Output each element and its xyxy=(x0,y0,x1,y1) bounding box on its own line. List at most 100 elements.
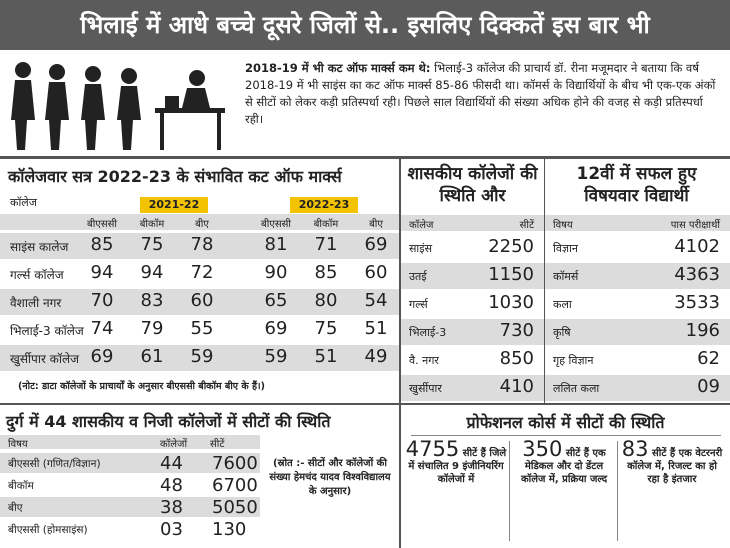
cell-value: 5050 xyxy=(212,497,258,518)
professional: प्रोफेशनल कोर्स में सीटों की स्थिति 4755 … xyxy=(401,405,730,548)
cell-value: 79 xyxy=(140,318,164,339)
column-header: विषय xyxy=(553,220,573,231)
row-bg xyxy=(401,319,544,345)
table-title: शासकीय कॉलेजों की स्थिति और xyxy=(407,164,538,206)
row-label: बीए xyxy=(8,502,23,514)
intro-lead: 2018-19 में भी कट ऑफ मार्क्स कम थे: xyxy=(245,61,431,75)
column-header: कॉलेजों xyxy=(160,439,188,450)
cell-value: 196 xyxy=(685,320,720,341)
row-label: कला xyxy=(553,298,572,311)
cell-value: 94 xyxy=(90,262,114,283)
cell-value: 48 xyxy=(160,475,183,496)
header-bg xyxy=(545,215,730,231)
row-bg xyxy=(0,497,260,517)
rule xyxy=(617,441,618,541)
cell-value: 75 xyxy=(140,234,164,255)
row-label: विज्ञान xyxy=(553,242,578,255)
cell-value: 69 xyxy=(90,346,114,367)
cell-value: 60 xyxy=(190,290,214,311)
row-label: कृषि xyxy=(553,326,571,339)
cell-value: 65 xyxy=(264,290,288,311)
stat: 83 सीटें हैं एक वेटरनरी कॉलेज में, रिजल्… xyxy=(621,439,723,486)
cell-value: 51 xyxy=(364,318,388,339)
cell-value: 4102 xyxy=(674,236,720,257)
divider xyxy=(0,156,730,159)
cell-value: 6700 xyxy=(212,475,258,496)
table-title: 12वीं में सफल हुए विषयवार विद्यार्थी xyxy=(576,164,697,206)
note: (नोट: डाटा कॉलेजों के प्राचार्यों के अनु… xyxy=(18,381,265,392)
stat: 350 सीटें हैं एक मेडिकल और दो डेंटल कॉले… xyxy=(513,439,615,486)
cell-value: 94 xyxy=(140,262,164,283)
stat-text: सीटें हैं जिले में संचालित 9 इंजीनियरिंग… xyxy=(408,448,507,485)
cell-value: 54 xyxy=(364,290,388,311)
cell-value: 60 xyxy=(364,262,388,283)
cell-value: 1030 xyxy=(488,292,534,313)
subheader: बीएससी xyxy=(87,219,117,230)
cell-value: 78 xyxy=(190,234,214,255)
stat-text: सीटें हैं एक वेटरनरी कॉलेज में, रिजल्ट क… xyxy=(627,448,723,485)
class12-table: 12वीं में सफल हुए विषयवार विद्यार्थी विषय… xyxy=(545,159,730,403)
cutoff-table: कॉलेजवार सत्र 2022-23 के संभावित कट ऑफ म… xyxy=(0,159,399,403)
subheader: बीए xyxy=(369,219,383,230)
row-label: उतई xyxy=(409,270,427,283)
cell-value: 2250 xyxy=(488,236,534,257)
row-bg xyxy=(545,263,730,289)
cell-value: 09 xyxy=(697,376,720,397)
subheader-bg xyxy=(0,214,399,230)
row-label: खुर्सीपार xyxy=(409,382,442,395)
row-label: भिलाई-3 xyxy=(409,326,447,339)
cell-value: 69 xyxy=(264,318,288,339)
intro-text: भिलाई-3 कॉलेज की प्राचार्य डॉ. रीना मजूम… xyxy=(245,61,716,126)
cell-value: 72 xyxy=(190,262,214,283)
cell-value: 80 xyxy=(314,290,338,311)
header-title: भिलाई में आधे बच्चे दूसरे जिलों से.. इसल… xyxy=(0,0,730,50)
row-label: कॉमर्स xyxy=(553,270,579,283)
cell-value: 1150 xyxy=(488,264,534,285)
row-label: बीएससी (गणित/विज्ञान) xyxy=(8,458,101,470)
cell-value: 730 xyxy=(499,320,534,341)
subheader: बीए xyxy=(195,219,209,230)
cell-value: 69 xyxy=(364,234,388,255)
cell-value: 49 xyxy=(364,346,388,367)
row-label: भिलाई-3 कॉलेज xyxy=(10,324,84,338)
row-bg xyxy=(545,319,730,345)
cell-value: 74 xyxy=(90,318,114,339)
cell-value: 59 xyxy=(190,346,214,367)
govt-colleges-table: शासकीय कॉलेजों की स्थिति और कॉलेज सीटें साइ… xyxy=(401,159,544,403)
header-bg xyxy=(401,215,544,231)
cell-value: 7600 xyxy=(212,453,258,474)
year-label: 2022-23 xyxy=(290,197,358,213)
subheader: बीएससी xyxy=(261,219,291,230)
stat-number: 4755 xyxy=(405,437,460,461)
stat-number: 350 xyxy=(522,437,563,461)
header-bg xyxy=(0,435,260,449)
divider xyxy=(544,159,545,403)
divider xyxy=(399,405,401,548)
row-label: वैशाली नगर xyxy=(10,296,62,310)
row-label: साइंस कालेज xyxy=(10,240,69,254)
column-header: कॉलेज xyxy=(10,196,37,209)
row-label: गर्ल्स कॉलेज xyxy=(10,268,64,282)
column-header: कॉलेज xyxy=(409,220,434,231)
table-title: दुर्ग में 44 शासकीय व निजी कॉलेजों में स… xyxy=(6,412,331,431)
row-bg xyxy=(0,233,399,259)
cell-value: 410 xyxy=(499,376,534,397)
cell-value: 4363 xyxy=(674,264,720,285)
row-label: गर्ल्स xyxy=(409,298,428,311)
subheader: बीकॉम xyxy=(139,219,165,230)
rule xyxy=(509,441,510,541)
row-bg xyxy=(401,263,544,289)
row-label: बीएससी (होमसाइंस) xyxy=(8,524,88,536)
cell-value: 3533 xyxy=(674,292,720,313)
cell-value: 03 xyxy=(160,519,183,540)
cell-value: 90 xyxy=(264,262,288,283)
cell-value: 83 xyxy=(140,290,164,311)
cell-value: 71 xyxy=(314,234,338,255)
divider xyxy=(0,403,730,405)
column-header: सीटें xyxy=(210,439,225,450)
row-bg xyxy=(401,375,544,401)
section-title: प्रोफेशनल कोर्स में सीटों की स्थिति xyxy=(466,413,665,432)
row-label: वै. नगर xyxy=(409,354,439,367)
row-bg xyxy=(0,345,399,371)
